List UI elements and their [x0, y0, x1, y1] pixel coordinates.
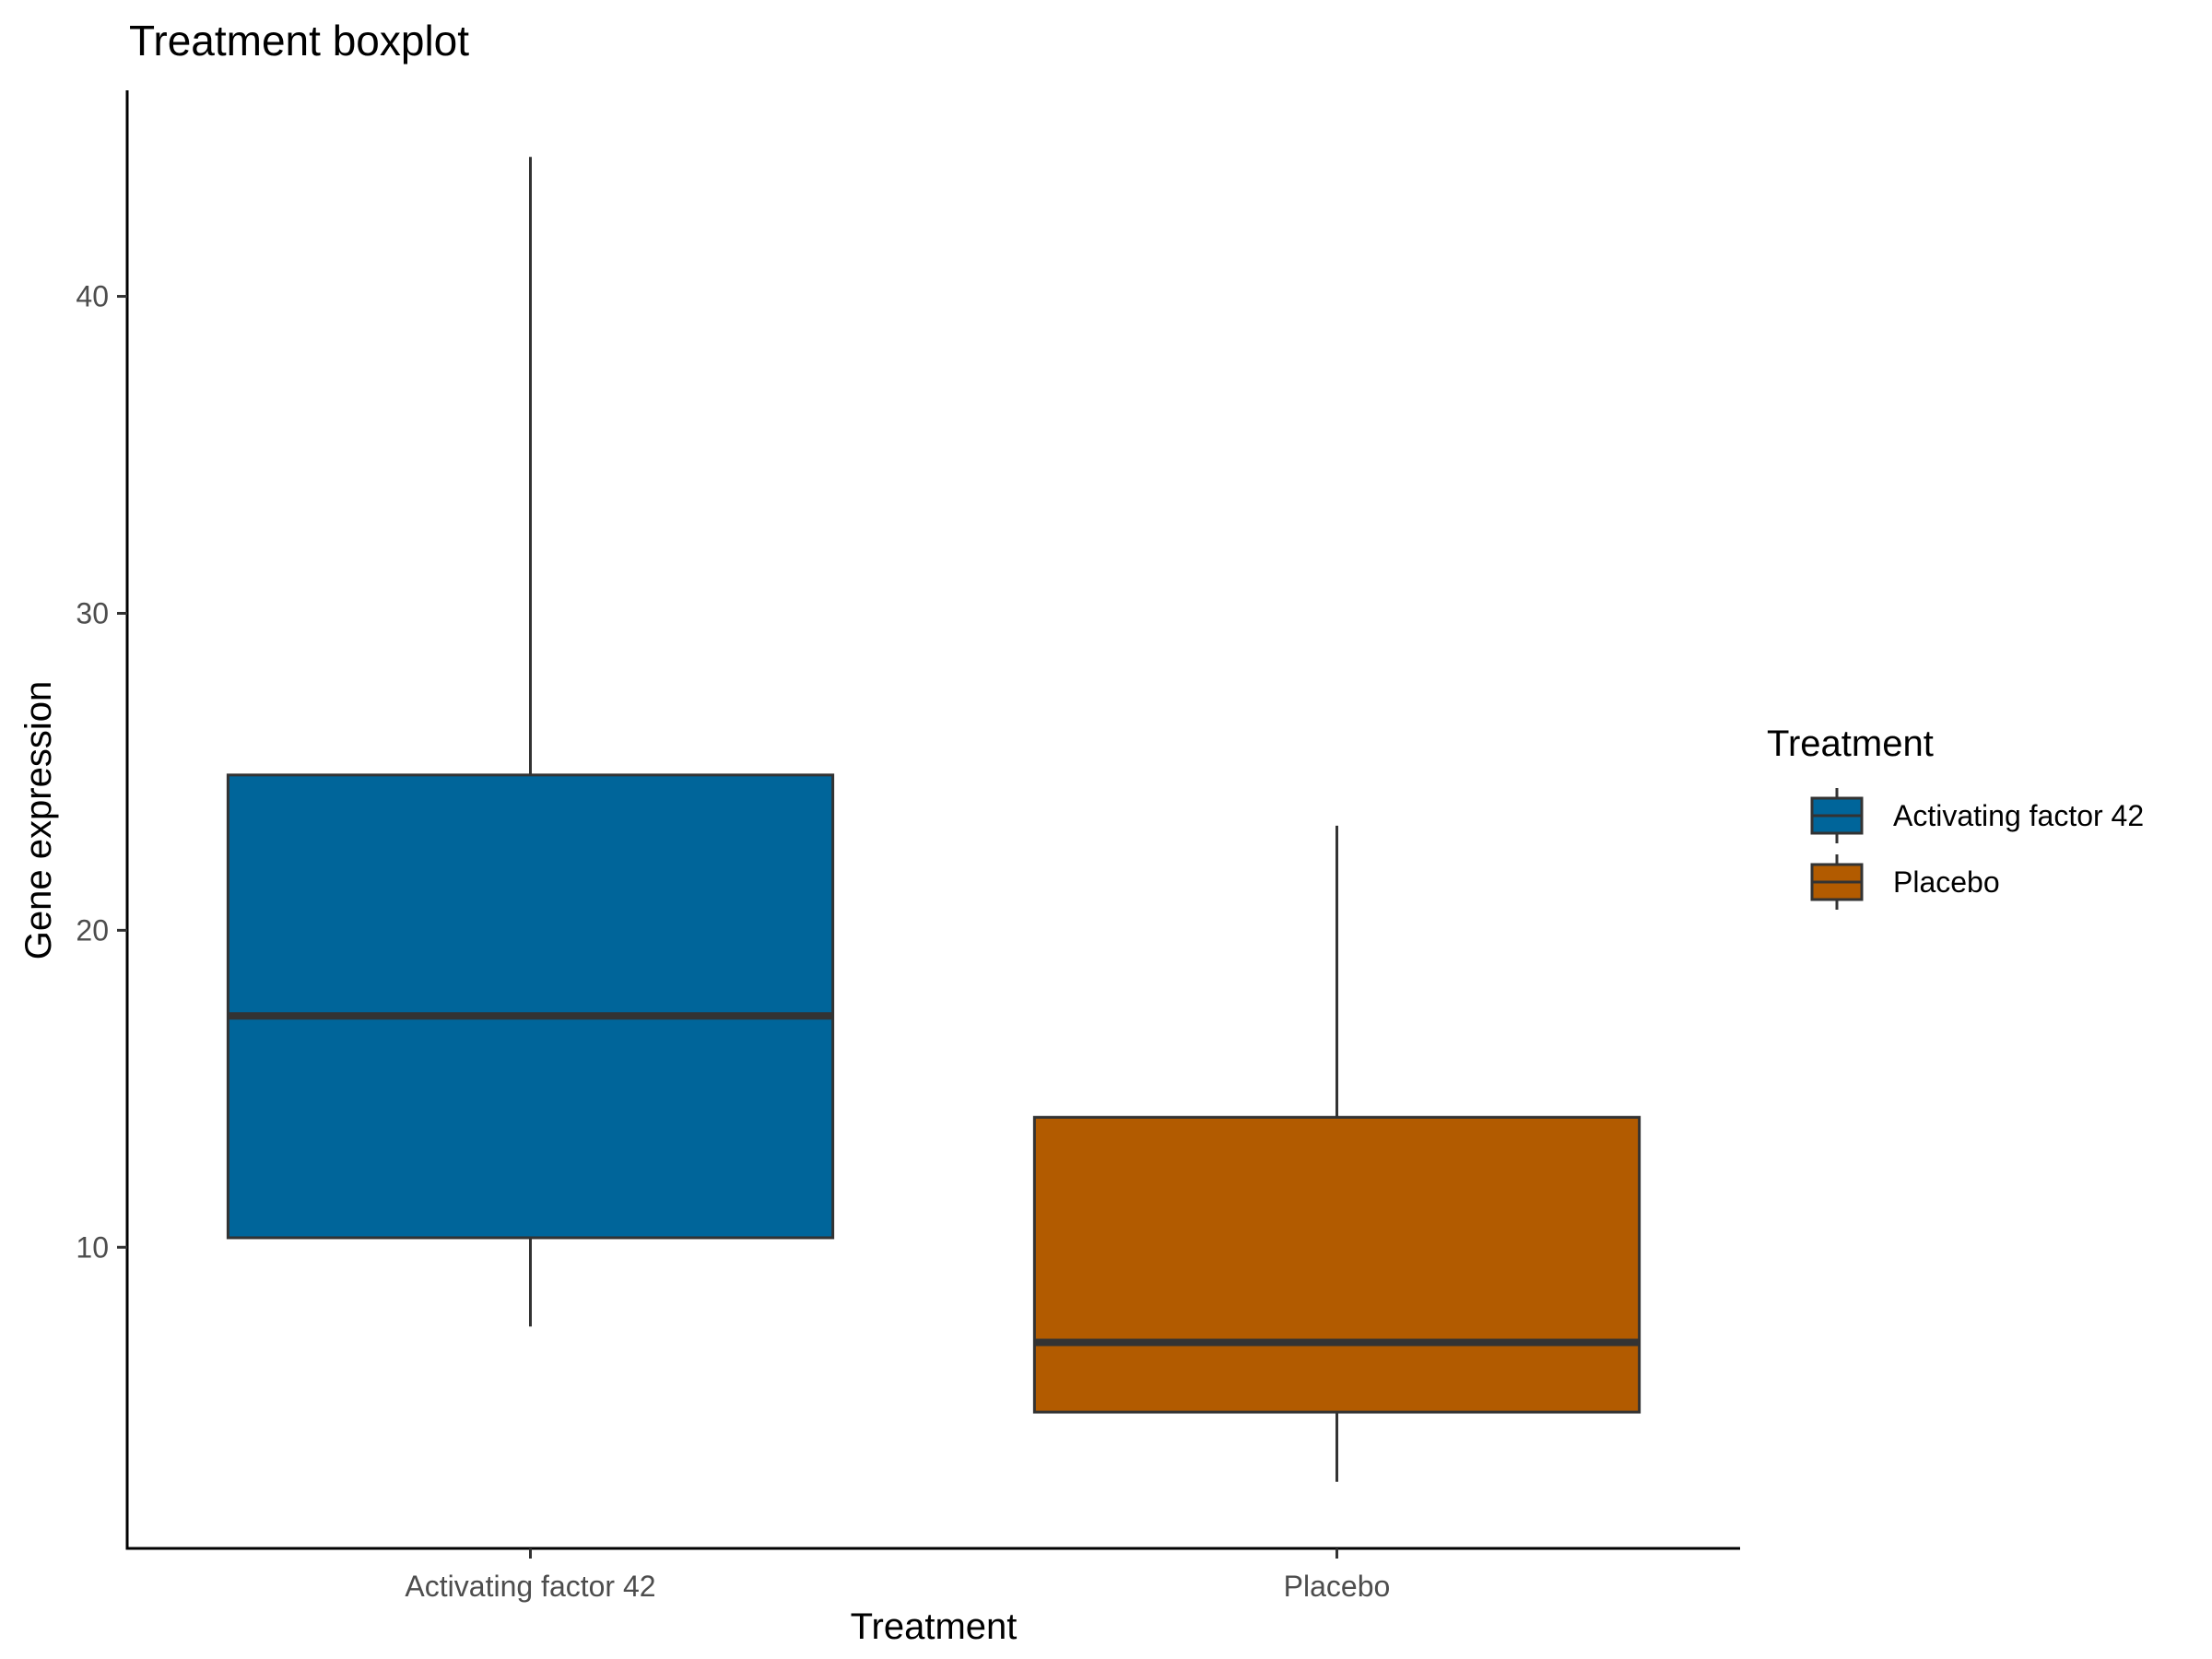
plot-area — [226, 157, 1641, 1482]
legend-item-2: Placebo — [1810, 854, 2000, 910]
y-tick-label: 30 — [76, 596, 109, 629]
axes: 10 20 30 40 Activating factor 42 Placebo — [76, 90, 1740, 1603]
box-2 — [1032, 825, 1641, 1482]
chart-title: Treatment boxplot — [129, 17, 469, 65]
x-tick-label: Placebo — [1284, 1570, 1391, 1603]
interquartile-box — [1032, 1115, 1641, 1414]
y-tick-label: 20 — [76, 913, 109, 947]
box-1 — [226, 157, 835, 1327]
y-tick-label: 10 — [76, 1230, 109, 1264]
x-tick-label: Activating factor 42 — [405, 1570, 655, 1603]
y-tick-label: 40 — [76, 280, 109, 313]
legend-label: Placebo — [1893, 865, 2000, 899]
legend-item-1: Activating factor 42 — [1810, 788, 2144, 843]
legend-label: Activating factor 42 — [1893, 799, 2144, 832]
y-axis-title: Gene expression — [18, 681, 59, 959]
interquartile-box — [226, 773, 835, 1240]
legend-title: Treatment — [1767, 724, 1934, 764]
x-axis-title: Treatment — [851, 1606, 1018, 1647]
legend: Treatment Activating factor 42 Placebo — [1767, 724, 2144, 910]
